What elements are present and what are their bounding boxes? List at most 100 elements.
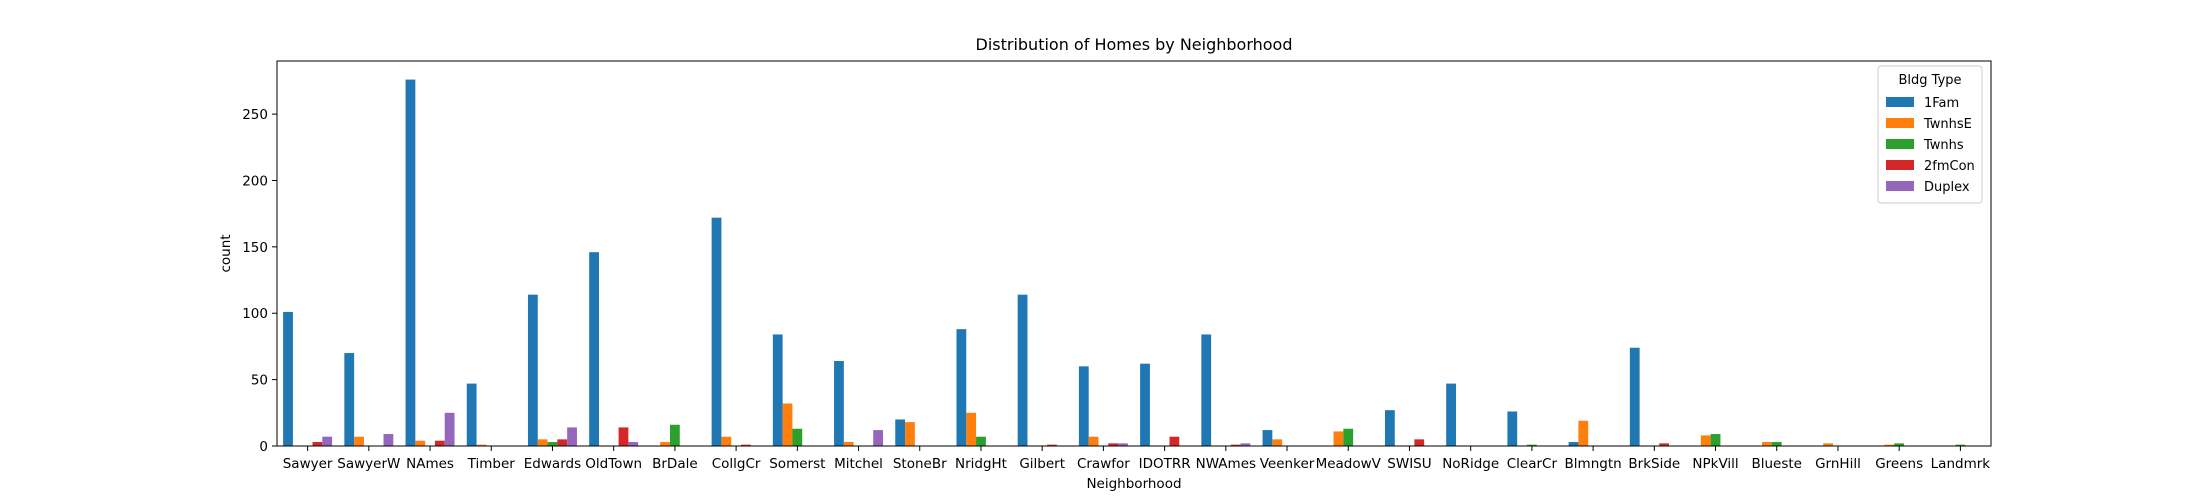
y-tick-label: 50 — [251, 373, 268, 389]
legend-swatch-1Fam — [1886, 97, 1914, 107]
bar-1Fam-SWISU — [1384, 410, 1395, 446]
x-tick-label: StoneBr — [893, 456, 947, 472]
x-tick-label: BrkSide — [1628, 456, 1680, 472]
bar-Twnhs-BrDale — [670, 424, 680, 446]
bar-Duplex-SawyerW — [383, 434, 394, 446]
x-tick-label: Sawyer — [283, 456, 333, 472]
x-axis: Sawyer SawyerW NAmes Timber Edwards OldTown Br… — [283, 446, 1990, 472]
bar-1Fam-NoRidge — [1446, 383, 1456, 446]
legend-label-Duplex: Duplex — [1924, 180, 1970, 195]
bar-1Fam-NridgHt — [956, 329, 967, 446]
x-tick-label: BrDale — [652, 456, 698, 472]
bar-TwnhsE-StoneBr — [905, 422, 915, 446]
bar-TwnhsE-SawyerW — [354, 436, 364, 446]
bar-Twnhs-Greens — [1894, 443, 1905, 446]
x-tick-label: NWAmes — [1196, 456, 1256, 472]
bar-TwnhsE-GrnHill — [1823, 443, 1834, 446]
bar-1Fam-SawyerW — [344, 353, 355, 446]
x-tick-label: Gilbert — [1019, 456, 1065, 472]
bar-2fmCon-Sawyer — [312, 442, 323, 446]
bar-2fmCon-BrkSide — [1659, 443, 1670, 446]
bar-Twnhs-MeadowV — [1343, 428, 1354, 446]
x-tick-label: NPkVill — [1692, 456, 1738, 472]
bar-1Fam-StoneBr — [895, 419, 906, 446]
bar-TwnhsE-NPkVill — [1700, 435, 1711, 446]
bar-TwnhsE-Edwards — [537, 439, 548, 446]
bar-1Fam-Somerst — [772, 334, 783, 446]
bar-TwnhsE-Greens — [1884, 444, 1895, 446]
x-tick-label: OldTown — [585, 456, 642, 472]
x-tick-label: Somerst — [769, 456, 825, 472]
legend-label-Twnhs: Twnhs — [1923, 138, 1964, 153]
legend: Bldg Type 1Fam TwnhsE Twnhs 2fmCon Duplex — [1877, 65, 1983, 204]
y-tick-label: 0 — [259, 439, 268, 455]
bar-TwnhsE-Blmngtn — [1578, 420, 1589, 446]
legend-label-1Fam: 1Fam — [1924, 96, 1959, 111]
bar-Twnhs-NPkVill — [1710, 434, 1721, 446]
legend-label-2fmCon: 2fmCon — [1924, 159, 1975, 174]
bar-2fmCon-SWISU — [1414, 439, 1425, 446]
bar-2fmCon-NAmes — [434, 440, 445, 446]
bar-1Fam-OldTown — [589, 252, 599, 446]
x-tick-label: CollgCr — [712, 456, 761, 472]
x-axis-title: Neighborhood — [1086, 476, 1181, 492]
bar-2fmCon-CollgCr — [741, 444, 751, 446]
x-tick-label: IDOTRR — [1139, 456, 1191, 472]
bar-Twnhs-Blueste — [1771, 442, 1782, 446]
legend-swatch-Duplex — [1886, 181, 1914, 191]
x-tick-label: SawyerW — [337, 456, 400, 472]
x-tick-label: Timber — [467, 456, 516, 472]
x-tick-label: Greens — [1875, 456, 1923, 472]
y-axis-title: count — [218, 234, 234, 272]
bar-2fmCon-IDOTRR — [1169, 436, 1180, 446]
bar-1Fam-NAmes — [405, 79, 416, 446]
legend-swatch-TwnhsE — [1886, 118, 1914, 128]
y-tick-label: 100 — [242, 306, 268, 322]
bar-2fmCon-NWAmes — [1230, 444, 1241, 446]
bar-1Fam-Mitchel — [834, 361, 844, 446]
x-tick-label: Blueste — [1751, 456, 1802, 472]
bars-layer — [283, 79, 1966, 446]
legend-swatch-Twnhs — [1886, 139, 1914, 149]
bar-1Fam-Veenker — [1262, 430, 1273, 446]
x-tick-label: NAmes — [406, 456, 454, 472]
bar-1Fam-Crawfor — [1078, 366, 1089, 446]
x-tick-label: Mitchel — [834, 456, 883, 472]
bar-Duplex-Sawyer — [322, 436, 333, 446]
bar-TwnhsE-Timber — [476, 444, 487, 446]
bar-2fmCon-Crawfor — [1108, 443, 1119, 446]
bar-2fmCon-OldTown — [618, 427, 629, 446]
bar-Duplex-NWAmes — [1240, 443, 1251, 446]
bar-1Fam-Sawyer — [283, 311, 293, 446]
bar-Duplex-OldTown — [628, 442, 639, 446]
x-tick-label: NridgHt — [955, 456, 1007, 472]
x-tick-label: GrnHill — [1815, 456, 1861, 472]
chart-title: Distribution of Homes by Neighborhood — [976, 35, 1293, 54]
bar-TwnhsE-Mitchel — [843, 442, 854, 446]
bar-TwnhsE-CollgCr — [721, 436, 732, 446]
x-tick-label: Edwards — [524, 456, 581, 472]
bar-TwnhsE-Blueste — [1762, 442, 1772, 446]
x-tick-label: NoRidge — [1442, 456, 1499, 472]
bar-TwnhsE-BrDale — [660, 442, 670, 446]
x-tick-label: Crawfor — [1077, 456, 1130, 472]
bar-Duplex-NAmes — [444, 412, 455, 446]
bar-Duplex-Edwards — [567, 427, 577, 446]
bar-Duplex-Mitchel — [873, 430, 884, 446]
y-tick-label: 200 — [242, 173, 268, 189]
bar-1Fam-ClearCr — [1507, 411, 1518, 446]
bar-TwnhsE-Crawfor — [1088, 436, 1099, 446]
bar-TwnhsE-MeadowV — [1333, 431, 1344, 446]
legend-swatch-2fmCon — [1886, 160, 1914, 170]
bar-Twnhs-Landmrk — [1955, 444, 1966, 446]
bar-TwnhsE-Somerst — [782, 403, 793, 446]
bar-Twnhs-Edwards — [547, 442, 558, 446]
bar-Twnhs-ClearCr — [1527, 444, 1537, 446]
bar-1Fam-Timber — [466, 383, 477, 446]
x-tick-label: Blmngtn — [1565, 456, 1622, 472]
bar-2fmCon-Edwards — [557, 439, 568, 446]
plot-frame — [276, 60, 1992, 447]
bar-Twnhs-Somerst — [792, 428, 803, 446]
bar-2fmCon-Gilbert — [1047, 444, 1057, 446]
